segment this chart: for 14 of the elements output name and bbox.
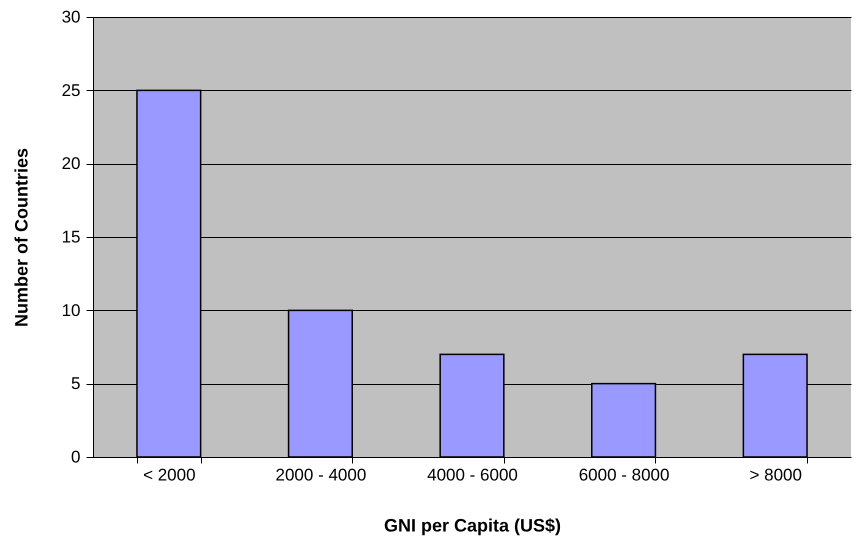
x-axis-title: GNI per Capita (US$) (384, 516, 562, 536)
y-tick-label: 5 (71, 374, 80, 394)
y-tick-label: 15 (62, 228, 80, 246)
x-tick-label: < 2000 (143, 466, 196, 484)
y-tick-label: 25 (62, 80, 80, 100)
y-axis-title: Number of Countries (12, 148, 32, 328)
y-tick-label: 10 (62, 300, 80, 320)
x-tick-label: 6000 - 8000 (578, 466, 670, 484)
y-tick-label: 30 (62, 8, 80, 26)
x-tick-label: > 8000 (749, 466, 802, 484)
y-tick-label: 20 (62, 154, 80, 174)
x-tick-label: 2000 - 4000 (276, 466, 366, 484)
x-tick-label: 4000 - 6000 (427, 466, 518, 484)
y-tick-label: 0 (71, 448, 80, 466)
